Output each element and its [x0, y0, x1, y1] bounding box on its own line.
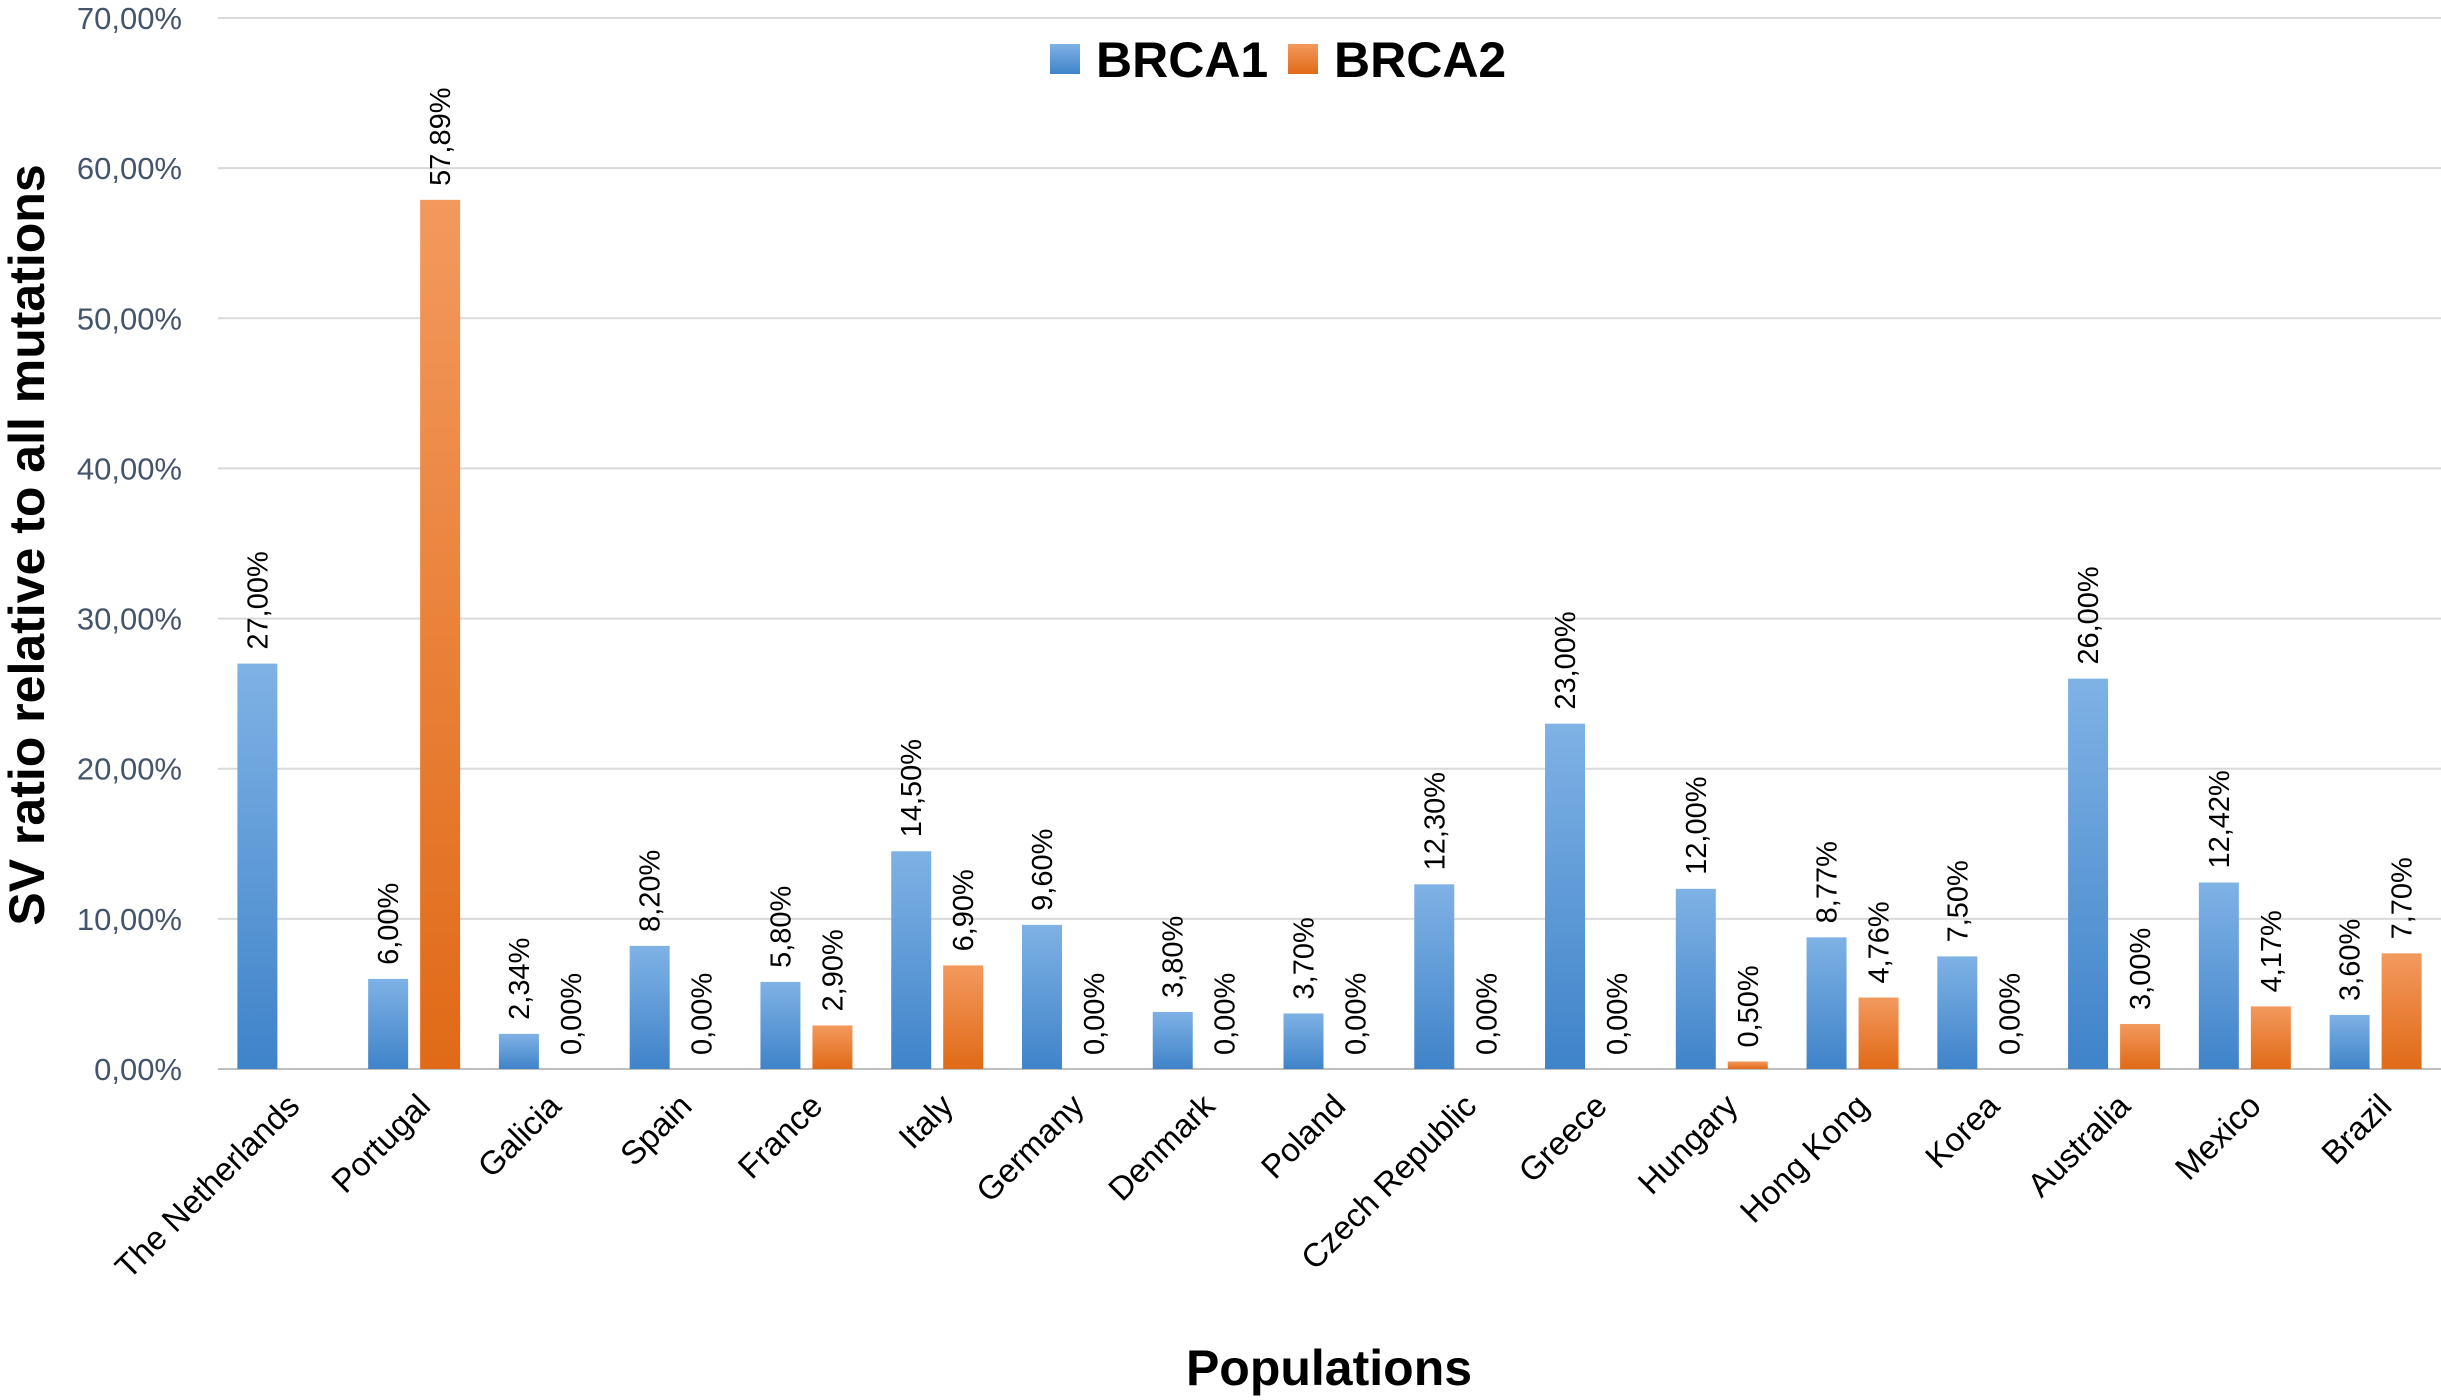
gridlines: [218, 17, 2441, 1070]
data-label: 4,76%: [1864, 901, 1896, 983]
x-tick-label: Galicia: [470, 1086, 568, 1184]
legend-swatch-brca1: [1050, 44, 1080, 74]
bar-brca2-italy: [943, 965, 984, 1069]
data-label: 3,60%: [2335, 919, 2367, 1001]
x-tick-label: Germany: [969, 1086, 1091, 1208]
x-tick-label: Greece: [1511, 1087, 1614, 1190]
data-labels: 27,00% 6,00% 57,89% 2,34% 0,00% 8,20% 0,00% 5,8…: [242, 87, 2418, 1055]
legend-label-brca1: BRCA1: [1096, 32, 1268, 88]
bar-brca1-galicia: [498, 1033, 539, 1069]
y-tick-label: 40,00%: [77, 451, 182, 486]
bar-brca1-france: [760, 981, 801, 1069]
data-label: 0,00%: [1994, 973, 2026, 1055]
x-axis-ticks: The Netherlands Portugal Galicia Spain Franc…: [108, 1086, 2399, 1285]
data-label: 0,00%: [556, 973, 588, 1055]
bar-brca1-poland: [1283, 1013, 1324, 1069]
bar-brca1-spain: [629, 945, 670, 1069]
bar-brca1-germany: [1021, 924, 1062, 1069]
bar-brca1-denmark: [1152, 1011, 1193, 1069]
data-label: 7,70%: [2387, 857, 2419, 939]
bar-brca1-mexico: [2198, 882, 2239, 1069]
data-label: 5,80%: [765, 886, 797, 968]
data-label: 8,20%: [635, 850, 667, 932]
x-tick-label: Brazil: [2314, 1087, 2399, 1172]
bar-brca1-italy: [891, 851, 932, 1069]
y-tick-label: 0,00%: [94, 1052, 182, 1087]
data-label: 27,00%: [242, 551, 274, 649]
bar-brca2-france: [812, 1025, 853, 1069]
data-label: 0,00%: [1471, 973, 1503, 1055]
data-label: 2,90%: [817, 929, 849, 1011]
bar-brca1-korea: [1937, 956, 1978, 1069]
data-label: 4,17%: [2256, 910, 2288, 992]
data-label: 0,00%: [1079, 973, 1111, 1055]
data-label: 12,00%: [1681, 776, 1713, 874]
data-label: 0,00%: [1210, 973, 1242, 1055]
bar-brca2-australia: [2120, 1023, 2161, 1069]
x-tick-label: Poland: [1254, 1087, 1353, 1186]
x-tick-label: Australia: [2020, 1086, 2137, 1203]
data-label: 7,50%: [1942, 860, 1974, 942]
bar-brca2-mexico: [2250, 1006, 2291, 1069]
x-tick-label: Korea: [1918, 1086, 2007, 1175]
data-label: 9,60%: [1027, 829, 1059, 911]
data-label: 0,00%: [1602, 973, 1634, 1055]
y-tick-label: 50,00%: [77, 301, 182, 336]
data-label: 3,00%: [2125, 928, 2157, 1010]
data-label: 6,90%: [948, 869, 980, 951]
bars: [237, 199, 2422, 1069]
y-tick-label: 70,00%: [77, 1, 182, 36]
bar-brca2-portugal: [420, 199, 461, 1069]
data-label: 0,50%: [1733, 965, 1765, 1047]
bar-brca2-hungary: [1727, 1061, 1768, 1069]
data-label: 0,00%: [687, 973, 719, 1055]
y-tick-label: 60,00%: [77, 151, 182, 186]
data-label: 12,42%: [2204, 770, 2236, 868]
x-tick-label: Spain: [613, 1087, 699, 1173]
bar-brca1-portugal: [368, 978, 409, 1069]
y-axis-label: SV ratio relative to all mutations: [0, 164, 55, 925]
bar-brca2-hong-kong: [1858, 997, 1899, 1069]
bar-brca2-brazil: [2381, 953, 2422, 1069]
x-tick-label: Italy: [891, 1086, 960, 1155]
y-tick-label: 20,00%: [77, 752, 182, 787]
data-label: 2,34%: [504, 938, 536, 1020]
data-label: 14,50%: [896, 739, 928, 837]
x-tick-label: Hong Kong: [1733, 1087, 1876, 1230]
bar-brca1-brazil: [2329, 1014, 2370, 1069]
x-tick-label: Mexico: [2168, 1087, 2268, 1187]
data-label: 3,80%: [1158, 916, 1190, 998]
bar-brca1-hungary: [1675, 888, 1716, 1069]
data-label: 0,00%: [1341, 973, 1373, 1055]
data-label: 12,30%: [1419, 772, 1451, 870]
legend-label-brca2: BRCA2: [1334, 32, 1506, 88]
legend-swatch-brca2: [1288, 44, 1318, 74]
x-tick-label: The Netherlands: [108, 1087, 307, 1286]
y-axis-ticks: 0,00% 10,00% 20,00% 30,00% 40,00% 50,00% 60,00…: [77, 1, 182, 1087]
y-tick-label: 10,00%: [77, 902, 182, 937]
x-tick-label: Denmark: [1101, 1086, 1222, 1207]
x-tick-label: Portugal: [324, 1087, 437, 1200]
data-label: 8,77%: [1812, 841, 1844, 923]
x-tick-label: France: [731, 1087, 830, 1186]
x-tick-label: Hungary: [1630, 1086, 1745, 1201]
y-tick-label: 30,00%: [77, 602, 182, 637]
bar-brca1-the-netherlands: [237, 663, 278, 1069]
bar-brca1-czech-republic: [1414, 884, 1455, 1069]
bar-brca1-hong-kong: [1806, 937, 1847, 1069]
data-label: 3,70%: [1289, 917, 1321, 999]
bar-brca1-greece: [1545, 723, 1586, 1069]
data-label: 57,89%: [425, 87, 457, 185]
data-label: 23,00%: [1550, 611, 1582, 709]
bar-brca1-australia: [2068, 678, 2109, 1069]
data-label: 6,00%: [373, 883, 405, 965]
data-label: 26,00%: [2073, 566, 2105, 664]
x-axis-label: Populations: [1186, 1340, 1472, 1396]
legend: BRCA1 BRCA2: [1050, 32, 1506, 88]
